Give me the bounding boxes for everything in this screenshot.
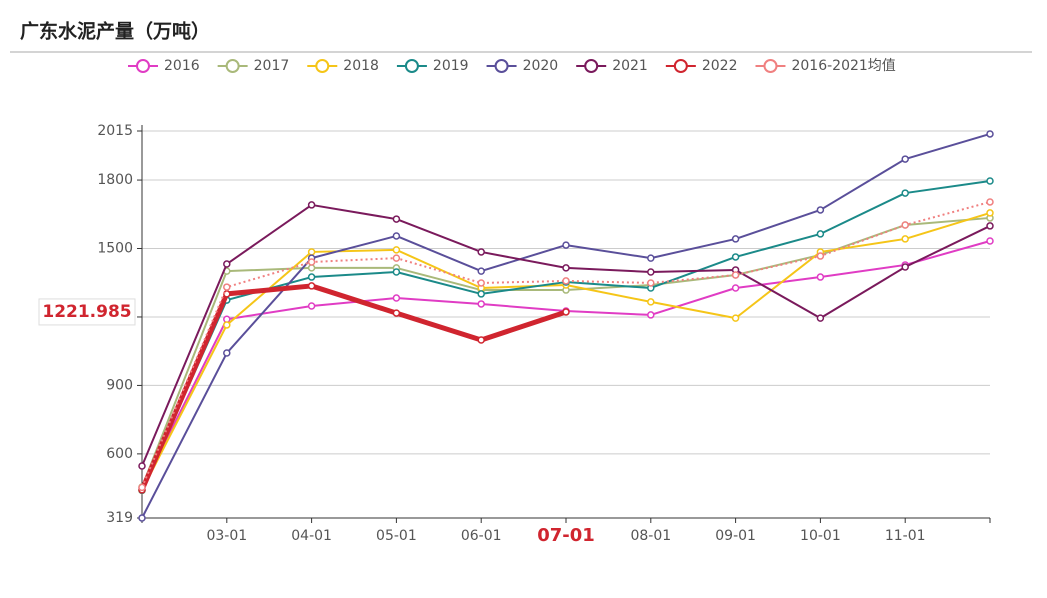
legend-label: 2017 — [254, 58, 290, 74]
point — [562, 241, 570, 249]
point — [986, 177, 994, 185]
point — [138, 483, 146, 492]
x-tick-label: 04-01 — [291, 528, 332, 544]
x-tick-label: 05-01 — [376, 528, 417, 544]
point — [477, 300, 485, 308]
pointer-label: 1221.985 — [42, 302, 131, 322]
y-tick-label: 1500 — [97, 241, 133, 257]
chart-title: 广东水泥产量（万吨） — [20, 20, 210, 43]
legend-label: 2021 — [612, 58, 648, 74]
point — [392, 232, 401, 240]
point — [223, 283, 231, 291]
y-tick-label: 2015 — [97, 123, 133, 139]
point — [477, 336, 485, 344]
point — [392, 309, 401, 317]
point — [562, 277, 570, 285]
point — [307, 258, 316, 266]
series-line — [139, 283, 567, 491]
legend-marker — [315, 59, 330, 73]
point — [816, 230, 825, 238]
point — [138, 462, 146, 470]
point — [986, 130, 994, 138]
point — [731, 314, 740, 322]
legend-marker — [584, 59, 599, 73]
point — [901, 235, 909, 243]
x-tick-label: 10-01 — [800, 528, 841, 544]
point — [307, 248, 316, 256]
pointer-box — [38, 298, 136, 326]
x-tick-label: 06-01 — [461, 528, 502, 544]
point — [307, 273, 316, 281]
point — [647, 311, 655, 319]
point — [986, 209, 994, 217]
point — [647, 279, 655, 287]
x-tick-label: 09-01 — [715, 528, 756, 544]
legend-label: 2022 — [702, 58, 738, 74]
point — [477, 267, 485, 275]
point — [223, 260, 231, 268]
y-tick-label: 1800 — [97, 172, 133, 188]
point — [477, 279, 485, 287]
point — [816, 206, 825, 214]
x-tick-label: 07-01 — [537, 525, 595, 546]
point — [647, 298, 655, 306]
point — [986, 198, 994, 206]
point — [647, 254, 655, 262]
point — [731, 253, 740, 261]
y-tick-label: 600 — [106, 446, 133, 462]
legend-marker — [673, 59, 688, 73]
point — [901, 155, 909, 163]
y-tick-label: 900 — [106, 377, 133, 393]
point — [562, 308, 570, 316]
point — [223, 349, 231, 357]
legend-marker — [225, 59, 240, 73]
legend-marker — [494, 59, 509, 73]
point — [392, 294, 401, 302]
point — [986, 222, 994, 230]
legend-label: 2016-2021均值 — [791, 58, 895, 74]
legend-marker — [404, 59, 419, 73]
point — [647, 268, 655, 276]
point — [901, 263, 909, 271]
legend-marker — [136, 59, 150, 73]
point — [731, 284, 740, 292]
point — [307, 201, 316, 209]
legend-label: 2018 — [343, 58, 379, 74]
legend-marker — [763, 59, 778, 73]
point — [562, 264, 570, 272]
point — [477, 290, 485, 298]
series-line — [141, 179, 991, 491]
x-tick-label: 11-01 — [885, 528, 926, 544]
point — [392, 215, 401, 223]
point — [731, 271, 740, 279]
point — [392, 254, 401, 262]
point — [307, 264, 316, 272]
x-tick-label: 08-01 — [630, 528, 671, 544]
point — [392, 268, 401, 276]
point — [816, 314, 825, 322]
x-tick-label: 03-01 — [206, 528, 247, 544]
series-line — [141, 216, 991, 488]
point — [477, 248, 485, 256]
point — [307, 282, 316, 290]
series-line — [141, 201, 991, 488]
y-tick-label: 319 — [106, 510, 133, 526]
point — [223, 321, 231, 329]
point — [816, 273, 825, 281]
point — [392, 246, 401, 254]
point — [901, 189, 909, 197]
legend-label: 2016 — [164, 58, 200, 74]
legend-label: 2019 — [433, 58, 469, 74]
point — [138, 514, 146, 522]
point — [307, 302, 316, 310]
point — [986, 237, 994, 245]
legend-label: 2020 — [523, 58, 559, 74]
point — [816, 252, 825, 260]
series-line — [141, 211, 991, 491]
point — [731, 235, 740, 243]
series-line — [141, 133, 991, 519]
point — [901, 221, 909, 229]
